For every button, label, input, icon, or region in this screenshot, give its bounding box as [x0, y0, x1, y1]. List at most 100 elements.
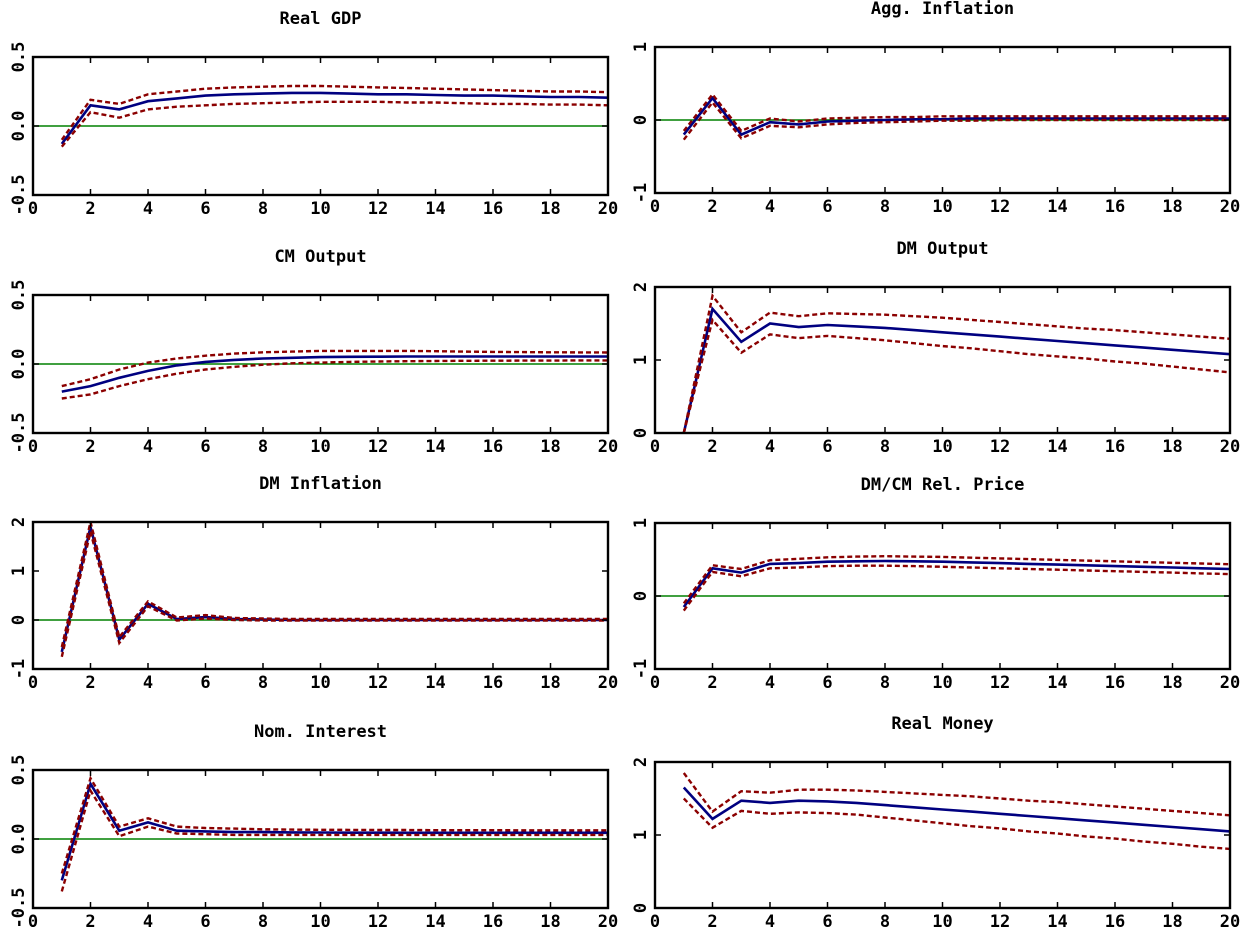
point-estimate-line [682, 786, 1231, 833]
x-tick-label: 6 [822, 197, 832, 217]
x-tick-label: 2 [85, 673, 95, 693]
x-tick-label: 0 [28, 199, 38, 219]
y-tick-label: 0 [631, 591, 651, 601]
x-tick-label: 8 [258, 437, 268, 457]
upper-band-line [682, 92, 1230, 133]
x-tick-label: 18 [1162, 437, 1182, 457]
panel-title: DM Output [896, 239, 988, 259]
x-tick-label: 12 [990, 673, 1010, 693]
y-tick-label: 0.5 [9, 42, 29, 73]
x-tick-label: 8 [880, 437, 890, 457]
upper-band-line [61, 349, 609, 388]
x-tick-label: 16 [1105, 437, 1125, 457]
x-tick-label: 2 [707, 912, 717, 932]
x-tick-label: 8 [880, 197, 890, 217]
y-tick-label: 0 [631, 428, 651, 438]
x-tick-label: 20 [1220, 437, 1240, 457]
x-tick-label: 4 [765, 912, 775, 932]
x-tick-label: 16 [1105, 912, 1125, 932]
x-tick-label: 2 [85, 912, 95, 932]
x-tick-label: 10 [310, 437, 330, 457]
x-tick-label: 2 [85, 437, 95, 457]
x-tick-label: 2 [707, 673, 717, 693]
x-tick-label: 14 [1047, 437, 1067, 457]
panel-title: Nom. Interest [254, 722, 387, 742]
plot-frame [653, 760, 1232, 910]
upper-band-line [682, 772, 1231, 817]
point-estimate-line [682, 95, 1230, 137]
x-tick-label: 8 [880, 673, 890, 693]
point-estimate-line [682, 306, 1231, 434]
x-tick-label: 12 [368, 912, 388, 932]
x-tick-label: 16 [483, 673, 503, 693]
panel-title: DM/CM Rel. Price [861, 475, 1025, 495]
x-tick-label: 10 [932, 673, 952, 693]
x-tick-label: 20 [598, 912, 618, 932]
x-tick-label: 6 [822, 912, 832, 932]
x-tick-label: 12 [368, 199, 388, 219]
x-tick-label: 14 [425, 437, 445, 457]
lower-band-line [60, 100, 609, 148]
x-tick-label: 18 [1162, 912, 1182, 932]
lower-band-line [61, 359, 608, 400]
x-tick-label: 12 [990, 437, 1010, 457]
panel-3: CM Output 0 2 4 6 8 10 12 14 16 18 20 -0.5 0.0 0.5 [9, 247, 618, 457]
x-tick-label: 18 [540, 437, 560, 457]
y-tick-label: -1 [631, 183, 651, 203]
panel-title: CM Output [274, 247, 366, 267]
x-tick-label: 10 [932, 437, 952, 457]
y-tick-label: -1 [631, 659, 651, 679]
x-tick-label: 18 [1162, 673, 1182, 693]
x-tick-label: 6 [200, 912, 210, 932]
y-tick-label: 1 [631, 42, 651, 52]
y-tick-label: 2 [631, 282, 651, 292]
x-tick-label: 0 [650, 197, 660, 217]
x-tick-label: 10 [310, 912, 330, 932]
x-tick-label: 6 [822, 437, 832, 457]
lower-band-line [60, 787, 608, 892]
y-tick-label: 0.0 [9, 824, 29, 855]
y-tick-label: 0 [631, 115, 651, 125]
y-tick-label: -0.5 [9, 175, 29, 216]
x-tick-label: 8 [258, 912, 268, 932]
x-tick-label: 18 [540, 199, 560, 219]
x-tick-label: 16 [1105, 673, 1125, 693]
x-tick-label: 14 [1047, 197, 1067, 217]
y-tick-label: 2 [9, 517, 29, 527]
y-tick-label: 1 [9, 566, 29, 576]
y-tick-label: 0.5 [9, 755, 29, 786]
x-tick-label: 18 [540, 673, 560, 693]
y-tick-label: -0.5 [9, 888, 29, 929]
y-tick-label: 0 [9, 615, 29, 625]
y-tick-label: 2 [631, 757, 651, 767]
x-tick-label: 0 [650, 912, 660, 932]
x-tick-label: 12 [368, 673, 388, 693]
x-tick-label: 6 [200, 673, 210, 693]
x-tick-label: 12 [368, 437, 388, 457]
x-tick-label: 16 [483, 912, 503, 932]
x-tick-label: 10 [310, 673, 330, 693]
lower-band-line [682, 317, 1231, 434]
x-tick-label: 20 [598, 437, 618, 457]
x-tick-label: 10 [932, 197, 952, 217]
point-estimate-line [60, 91, 609, 145]
x-tick-label: 14 [425, 912, 445, 932]
y-tick-label: 0 [631, 903, 651, 913]
y-tick-label: 1 [631, 830, 651, 840]
x-tick-label: 10 [932, 912, 952, 932]
x-tick-label: 8 [258, 673, 268, 693]
x-tick-label: 20 [598, 673, 618, 693]
y-tick-label: 1 [631, 518, 651, 528]
x-tick-label: 14 [1047, 912, 1067, 932]
x-tick-label: 4 [143, 437, 153, 457]
x-tick-label: 12 [990, 197, 1010, 217]
y-tick-label: 0.0 [9, 349, 29, 380]
upper-band-line [682, 554, 1231, 605]
x-tick-label: 14 [425, 673, 445, 693]
y-tick-label: 0.0 [9, 111, 29, 142]
